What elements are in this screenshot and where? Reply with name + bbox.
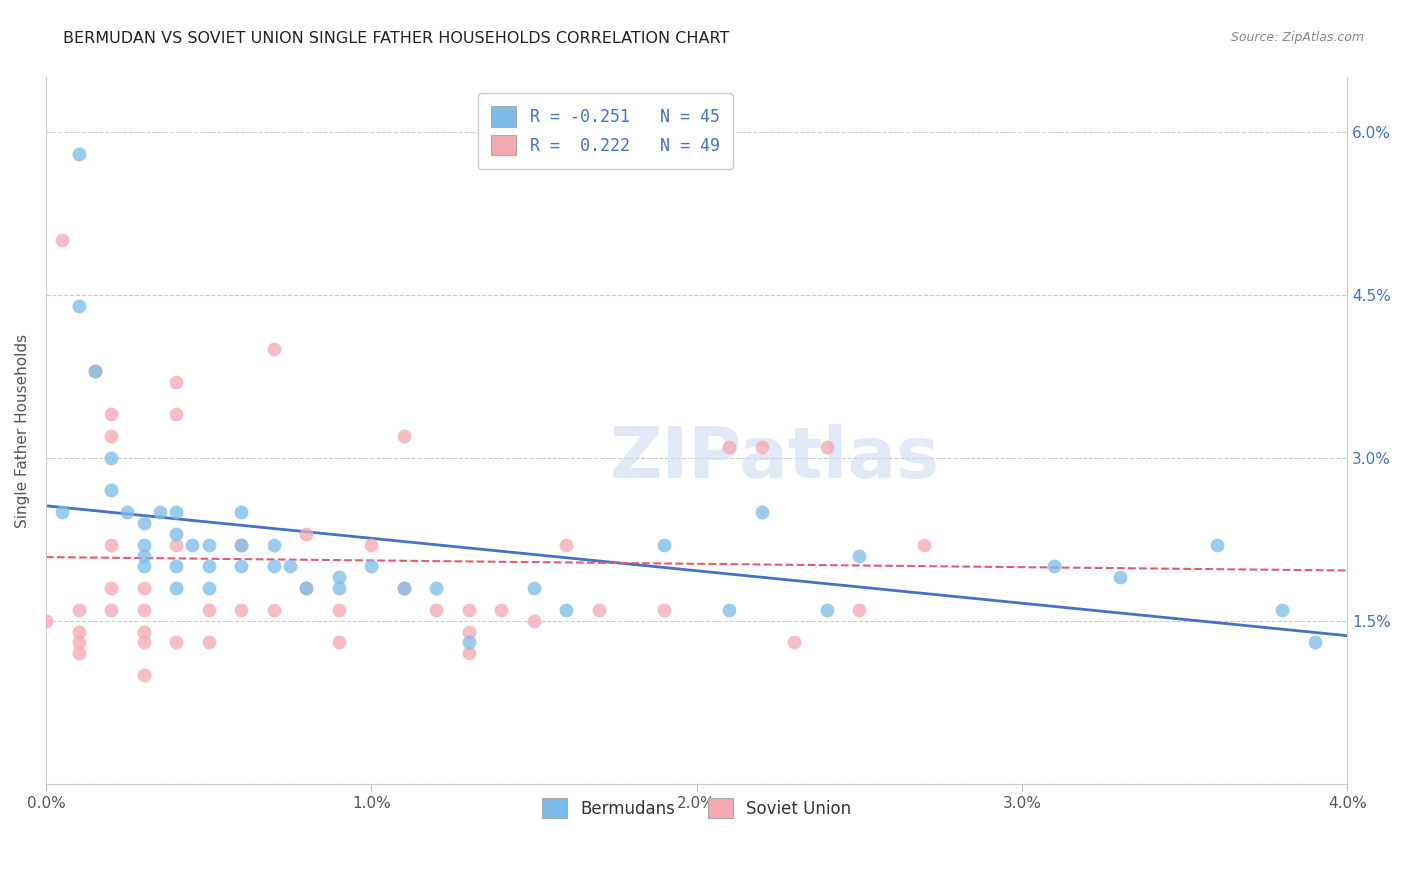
Point [295, 581, 318, 595]
Point [100, 483, 122, 498]
Point [328, 603, 350, 617]
Point [328, 581, 350, 595]
Point [197, 559, 219, 574]
Point [457, 624, 479, 639]
Point [523, 614, 546, 628]
Point [263, 559, 285, 574]
Point [132, 559, 155, 574]
Point [67, 146, 90, 161]
Point [588, 603, 610, 617]
Point [718, 440, 741, 454]
Point [392, 581, 415, 595]
Point [165, 505, 187, 519]
Point [848, 549, 870, 563]
Point [100, 538, 122, 552]
Point [165, 407, 187, 421]
Point [132, 581, 155, 595]
Point [117, 505, 139, 519]
Point [100, 429, 122, 443]
Point [149, 505, 172, 519]
Point [1271, 603, 1294, 617]
Point [197, 603, 219, 617]
Point [263, 342, 285, 356]
Point [457, 635, 479, 649]
Text: Source: ZipAtlas.com: Source: ZipAtlas.com [1230, 31, 1364, 45]
Point [132, 635, 155, 649]
Point [1206, 538, 1229, 552]
Point [67, 603, 90, 617]
Point [652, 538, 675, 552]
Point [425, 603, 447, 617]
Point [295, 581, 318, 595]
Point [751, 440, 773, 454]
Point [231, 603, 253, 617]
Point [231, 538, 253, 552]
Point [278, 559, 301, 574]
Point [51, 505, 73, 519]
Point [100, 407, 122, 421]
Point [1043, 559, 1066, 574]
Point [197, 538, 219, 552]
Point [425, 581, 447, 595]
Point [751, 505, 773, 519]
Point [328, 635, 350, 649]
Point [51, 234, 73, 248]
Y-axis label: Single Father Households: Single Father Households [15, 334, 30, 528]
Point [132, 603, 155, 617]
Point [231, 559, 253, 574]
Point [555, 538, 578, 552]
Point [165, 538, 187, 552]
Point [360, 538, 382, 552]
Point [263, 603, 285, 617]
Point [132, 516, 155, 530]
Point [392, 581, 415, 595]
Point [181, 538, 204, 552]
Point [263, 538, 285, 552]
Point [360, 559, 382, 574]
Point [197, 581, 219, 595]
Point [555, 603, 578, 617]
Point [912, 538, 935, 552]
Point [815, 603, 838, 617]
Point [165, 559, 187, 574]
Point [718, 603, 741, 617]
Text: ZIPatlas: ZIPatlas [610, 425, 939, 493]
Point [132, 549, 155, 563]
Point [231, 538, 253, 552]
Point [83, 364, 105, 378]
Point [231, 505, 253, 519]
Point [523, 581, 546, 595]
Point [815, 440, 838, 454]
Point [1303, 635, 1326, 649]
Point [83, 364, 105, 378]
Point [132, 624, 155, 639]
Point [392, 429, 415, 443]
Legend: Bermudans, Soviet Union: Bermudans, Soviet Union [534, 791, 858, 825]
Point [67, 624, 90, 639]
Point [165, 526, 187, 541]
Point [457, 646, 479, 660]
Point [197, 635, 219, 649]
Point [132, 668, 155, 682]
Point [457, 603, 479, 617]
Point [783, 635, 806, 649]
Point [100, 450, 122, 465]
Point [35, 614, 58, 628]
Point [165, 581, 187, 595]
Point [848, 603, 870, 617]
Point [328, 570, 350, 584]
Point [100, 581, 122, 595]
Point [165, 375, 187, 389]
Point [295, 526, 318, 541]
Point [491, 603, 513, 617]
Text: BERMUDAN VS SOVIET UNION SINGLE FATHER HOUSEHOLDS CORRELATION CHART: BERMUDAN VS SOVIET UNION SINGLE FATHER H… [63, 31, 730, 46]
Point [67, 635, 90, 649]
Point [67, 646, 90, 660]
Point [132, 538, 155, 552]
Point [165, 635, 187, 649]
Point [652, 603, 675, 617]
Point [100, 603, 122, 617]
Point [1108, 570, 1130, 584]
Point [67, 299, 90, 313]
